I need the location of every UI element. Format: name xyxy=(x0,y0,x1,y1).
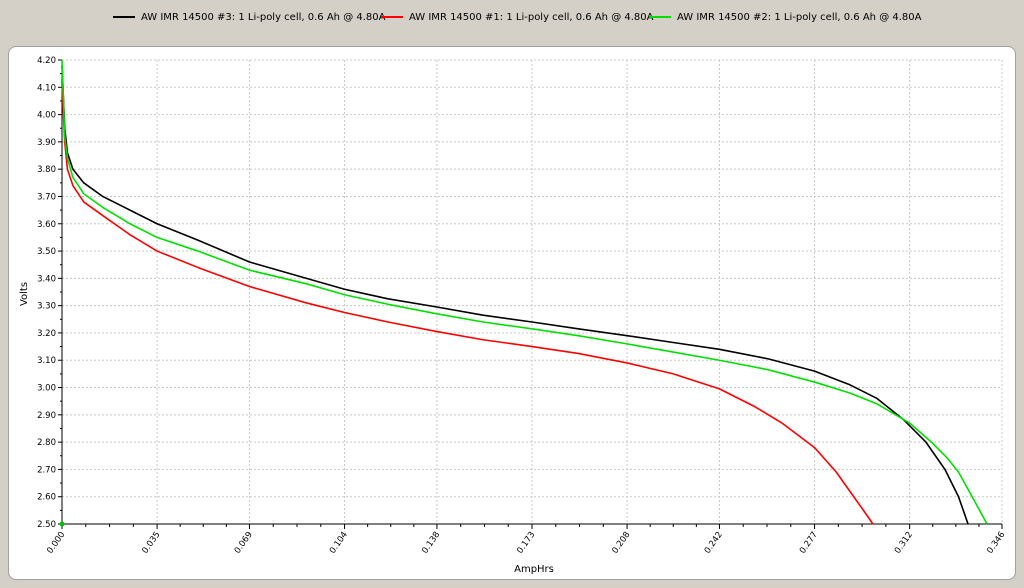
legend-entry: AW IMR 14500 #3: 1 Li-poly cell, 0.6 Ah … xyxy=(113,11,385,25)
y-axis-label: Volts xyxy=(19,282,30,306)
y-tick-label: 4.20 xyxy=(37,56,56,66)
legend-entry: AW IMR 14500 #1: 1 Li-poly cell, 0.6 Ah … xyxy=(381,11,653,25)
y-tick-label: 2.90 xyxy=(37,411,56,421)
legend-entry: AW IMR 14500 #2: 1 Li-poly cell, 0.6 Ah … xyxy=(649,11,921,25)
legend-label: AW IMR 14500 #1: 1 Li-poly cell, 0.6 Ah … xyxy=(409,12,654,23)
series-line xyxy=(61,65,969,525)
y-tick-label: 3.80 xyxy=(37,165,56,175)
series-group xyxy=(59,59,988,527)
y-tick-label: 3.90 xyxy=(37,138,56,148)
y-tick-label: 4.10 xyxy=(37,83,56,93)
legend-label: AW IMR 14500 #3: 1 Li-poly cell, 0.6 Ah … xyxy=(141,12,386,23)
x-tick-label: 0.069 xyxy=(233,530,255,556)
y-tick-label: 3.70 xyxy=(37,192,56,202)
series-line xyxy=(61,81,874,525)
series-line xyxy=(61,59,988,525)
x-tick-label: 0.035 xyxy=(140,530,162,556)
y-tick-label: 3.50 xyxy=(37,247,56,257)
legend-swatch xyxy=(113,16,135,18)
y-tick-label: 2.60 xyxy=(37,493,56,503)
x-tick-label: 0.104 xyxy=(328,530,350,556)
x-tick-label: 0.000 xyxy=(45,530,67,556)
x-tick-label: 0.277 xyxy=(798,530,820,556)
x-axis-label: AmpHrs xyxy=(514,564,554,575)
legend-swatch xyxy=(381,16,403,18)
grid xyxy=(61,59,1003,525)
chart-legend: AW IMR 14500 #3: 1 Li-poly cell, 0.6 Ah … xyxy=(0,0,1024,40)
y-tick-label: 2.70 xyxy=(37,465,56,475)
x-tick-label: 0.208 xyxy=(610,530,632,556)
x-tick-label: 0.312 xyxy=(893,530,915,556)
y-tick-label: 4.00 xyxy=(37,111,56,121)
y-tick-label: 2.80 xyxy=(37,438,56,448)
chart-panel xyxy=(8,46,1016,580)
y-tick-label: 3.20 xyxy=(37,329,56,339)
x-tick-label: 0.346 xyxy=(985,530,1007,556)
y-tick-label: 3.30 xyxy=(37,302,56,312)
legend-label: AW IMR 14500 #2: 1 Li-poly cell, 0.6 Ah … xyxy=(677,12,922,23)
legend-swatch xyxy=(649,16,671,18)
y-tick-label: 3.10 xyxy=(37,356,56,366)
x-tick-label: 0.173 xyxy=(515,530,537,556)
y-tick-label: 3.60 xyxy=(37,220,56,230)
y-tick-label: 3.00 xyxy=(37,384,56,394)
y-tick-label: 3.40 xyxy=(37,274,56,284)
x-tick-label: 0.242 xyxy=(703,530,725,556)
x-tick-label: 0.138 xyxy=(420,530,442,556)
origin-marker xyxy=(59,521,65,527)
y-tick-label: 2.50 xyxy=(37,520,56,530)
